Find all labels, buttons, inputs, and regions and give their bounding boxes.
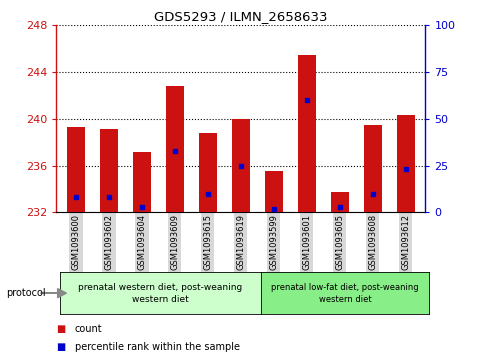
Bar: [133, 152, 151, 212]
Bar: [67, 127, 85, 212]
Text: prenatal low-fat diet, post-weaning
western diet: prenatal low-fat diet, post-weaning west…: [270, 283, 418, 303]
Text: ■: ■: [56, 342, 65, 352]
Text: count: count: [75, 323, 102, 334]
Bar: [363, 125, 381, 212]
Text: ■: ■: [56, 323, 65, 334]
Text: percentile rank within the sample: percentile rank within the sample: [75, 342, 239, 352]
Title: GDS5293 / ILMN_2658633: GDS5293 / ILMN_2658633: [154, 10, 327, 23]
Text: prenatal western diet, post-weaning
western diet: prenatal western diet, post-weaning west…: [78, 283, 242, 303]
Bar: [231, 119, 249, 212]
Bar: [330, 192, 348, 212]
Bar: [165, 86, 183, 212]
Bar: [396, 115, 414, 212]
Bar: [199, 133, 217, 212]
Bar: [100, 129, 118, 212]
Bar: [297, 54, 315, 212]
Bar: [264, 171, 282, 212]
Text: protocol: protocol: [6, 288, 46, 298]
